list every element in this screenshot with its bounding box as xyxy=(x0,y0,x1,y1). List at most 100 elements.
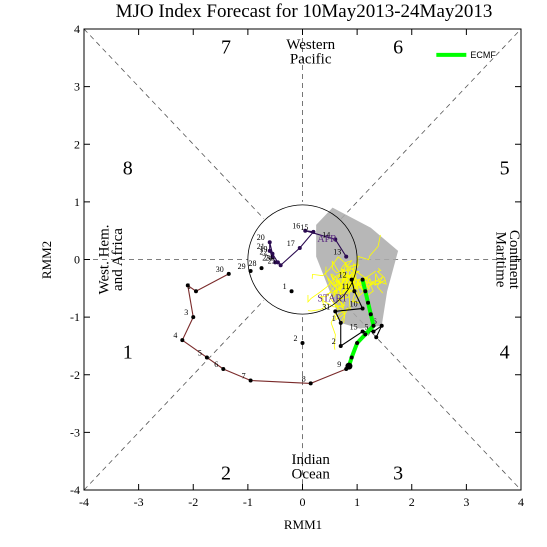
point-label: 7 xyxy=(242,372,246,381)
observed-point xyxy=(226,271,231,276)
observed-point xyxy=(259,266,264,271)
phase-label: 8 xyxy=(123,157,133,179)
forecast-point xyxy=(368,312,373,317)
observed-point xyxy=(248,378,253,383)
point-label: 23 xyxy=(262,253,270,262)
observed-point xyxy=(278,263,283,268)
point-label: 1 xyxy=(332,314,336,323)
observed-point xyxy=(338,320,343,325)
x-tick-label: 4 xyxy=(518,495,524,509)
observed-point xyxy=(371,329,376,334)
observed-point xyxy=(379,323,384,328)
point-label: 28 xyxy=(249,259,257,268)
point-label: 11 xyxy=(342,282,350,291)
chart-title: MJO Index Forecast for 10May2013-24May20… xyxy=(116,1,493,22)
point-label: 5 xyxy=(198,348,202,357)
point-label: 2 xyxy=(294,334,298,343)
observed-path xyxy=(334,279,384,347)
phase-label: 4 xyxy=(500,342,510,364)
observed-point xyxy=(333,237,338,242)
forecast-point xyxy=(371,323,376,328)
ensemble-member xyxy=(311,256,353,279)
observed-point xyxy=(185,283,190,288)
point-label: 3 xyxy=(184,308,188,317)
annotation-label: APR xyxy=(317,234,337,245)
observed-point xyxy=(308,381,313,386)
ensemble-member xyxy=(340,234,381,279)
point-label: 13 xyxy=(333,248,341,257)
point-label: 15 xyxy=(300,223,308,232)
observed-point xyxy=(248,269,253,274)
y-tick-label: 1 xyxy=(74,195,80,209)
point-label: 31 xyxy=(322,302,330,311)
ensemble-member xyxy=(356,268,387,286)
x-tick-label: -2 xyxy=(188,495,198,509)
phase-label: 3 xyxy=(393,463,403,485)
observed-point xyxy=(338,343,343,348)
point-label: 5 xyxy=(365,323,369,332)
forecast-point xyxy=(360,277,365,282)
forecast-point xyxy=(363,332,368,337)
phase-label: 5 xyxy=(500,157,510,179)
observed-point xyxy=(333,309,338,314)
region-label-top: Western xyxy=(286,37,335,53)
phase-label: 2 xyxy=(221,463,231,485)
point-label: 1 xyxy=(187,282,191,291)
observed-point xyxy=(193,289,198,294)
point-label: 12 xyxy=(339,271,347,280)
point-label: 16 xyxy=(292,222,300,231)
forecast-point xyxy=(363,289,368,294)
observed-point xyxy=(289,289,294,294)
diagonal-line xyxy=(83,299,265,491)
forecast-end-point xyxy=(345,362,353,370)
observed-point xyxy=(360,329,365,334)
phase-label: 6 xyxy=(393,36,403,58)
point-label: 10 xyxy=(350,299,358,308)
point-label: 1 xyxy=(283,282,287,291)
x-tick-label: 3 xyxy=(463,495,469,509)
observed-point xyxy=(352,289,357,294)
y-tick-label: -4 xyxy=(70,483,80,497)
forecast-point xyxy=(366,300,371,305)
region-label-left: West. Hem. xyxy=(97,224,113,294)
point-label: 15 xyxy=(350,323,358,332)
diagonal-line xyxy=(83,28,265,220)
region-label-right: Continent xyxy=(506,230,522,290)
phase-label: 7 xyxy=(221,36,231,58)
observed-point xyxy=(360,306,365,311)
region-label-top: Pacific xyxy=(290,52,332,68)
x-tick-label: 0 xyxy=(300,495,306,509)
observed-point xyxy=(180,338,185,343)
point-label: 17 xyxy=(287,239,295,248)
x-tick-label: 2 xyxy=(409,495,415,509)
point-label: 21 xyxy=(257,242,265,251)
region-label-left: and Africa xyxy=(110,228,126,291)
region-label-right: Maritime xyxy=(492,232,508,288)
point-label: 24 xyxy=(265,253,273,262)
observed-point xyxy=(267,248,272,253)
point-label: 20 xyxy=(257,233,265,242)
point-label: 19 xyxy=(259,245,267,254)
point-label: 22 xyxy=(259,248,267,257)
observed-point xyxy=(374,335,379,340)
point-label: 4 xyxy=(173,331,177,340)
phase-label: 1 xyxy=(123,342,133,364)
point-label: 14 xyxy=(322,230,330,239)
observed-point xyxy=(204,355,209,360)
legend-label: ECMF xyxy=(470,50,496,60)
observed-point xyxy=(344,254,349,259)
y-tick-label: 2 xyxy=(74,137,80,151)
observed-point xyxy=(311,229,316,234)
y-tick-label: 0 xyxy=(74,253,80,267)
observed-path xyxy=(181,273,347,384)
diagonal-line xyxy=(340,28,522,220)
observed-point xyxy=(270,254,275,259)
y-tick-label: -3 xyxy=(70,425,80,439)
ensemble-member xyxy=(322,277,351,308)
observed-point xyxy=(191,315,196,320)
observed-point xyxy=(270,251,275,256)
point-label: 25 xyxy=(268,256,276,265)
x-tick-label: -3 xyxy=(134,495,144,509)
